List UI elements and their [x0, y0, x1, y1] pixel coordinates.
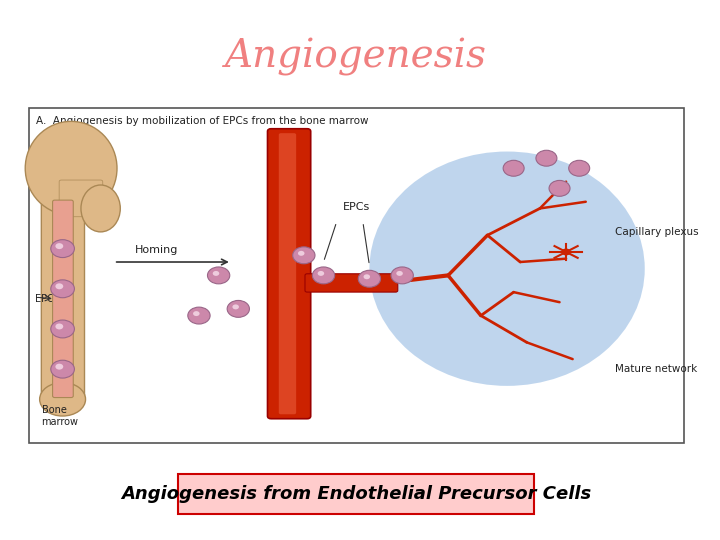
Ellipse shape [369, 152, 644, 386]
Circle shape [55, 323, 63, 329]
Circle shape [293, 247, 315, 264]
Text: EPCs: EPCs [343, 202, 370, 212]
Circle shape [51, 320, 74, 338]
FancyBboxPatch shape [178, 474, 534, 514]
Circle shape [312, 267, 335, 284]
Circle shape [503, 160, 524, 176]
Circle shape [55, 284, 63, 289]
Circle shape [212, 271, 220, 276]
Circle shape [549, 180, 570, 197]
Text: Angiogenesis: Angiogenesis [225, 38, 487, 76]
Ellipse shape [40, 382, 86, 416]
Text: Homing: Homing [135, 245, 178, 255]
Circle shape [562, 248, 571, 255]
Circle shape [193, 311, 199, 316]
Ellipse shape [25, 122, 117, 215]
FancyBboxPatch shape [29, 108, 684, 443]
Circle shape [298, 251, 305, 256]
Circle shape [207, 267, 230, 284]
Text: A.  Angiogenesis by mobilization of EPCs from the bone marrow: A. Angiogenesis by mobilization of EPCs … [35, 116, 368, 126]
Circle shape [233, 305, 239, 309]
FancyBboxPatch shape [279, 133, 296, 414]
Circle shape [188, 307, 210, 324]
Circle shape [55, 243, 63, 249]
Circle shape [51, 360, 74, 378]
Circle shape [396, 271, 403, 276]
FancyBboxPatch shape [41, 192, 84, 406]
Circle shape [536, 150, 557, 166]
Ellipse shape [81, 185, 120, 232]
Text: Bone
marrow: Bone marrow [42, 405, 78, 427]
Circle shape [364, 274, 370, 279]
FancyBboxPatch shape [53, 200, 73, 397]
Text: Angiogenesis from Endothelial Precursor Cells: Angiogenesis from Endothelial Precursor … [121, 485, 591, 503]
Text: EPCs: EPCs [35, 294, 59, 304]
FancyBboxPatch shape [268, 129, 311, 418]
FancyBboxPatch shape [305, 274, 397, 292]
Circle shape [51, 240, 74, 258]
Circle shape [55, 363, 63, 370]
Circle shape [51, 280, 74, 298]
Text: Capillary plexus: Capillary plexus [616, 227, 699, 237]
Circle shape [391, 267, 413, 284]
Text: Mature network: Mature network [616, 364, 698, 374]
Circle shape [569, 160, 590, 176]
Circle shape [227, 300, 249, 318]
Circle shape [318, 271, 324, 276]
FancyBboxPatch shape [59, 180, 103, 217]
Circle shape [359, 271, 381, 287]
